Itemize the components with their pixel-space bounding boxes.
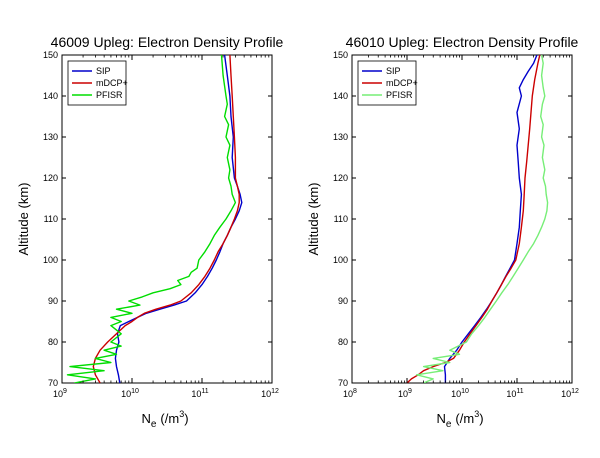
y-tick-label: 140 bbox=[43, 91, 58, 101]
legend-label: mDCP+ bbox=[96, 78, 128, 88]
y-tick-label: 120 bbox=[333, 173, 348, 183]
y-tick-label: 110 bbox=[334, 214, 348, 224]
x-tick-base: 10 bbox=[191, 389, 201, 399]
x-tick-base: 10 bbox=[451, 389, 461, 399]
legend-label: PFISR bbox=[96, 90, 123, 100]
plot-area bbox=[351, 54, 573, 384]
legend-label: SIP bbox=[386, 66, 401, 76]
legend-label: PFISR bbox=[386, 90, 413, 100]
x-tick-base: 10 bbox=[561, 389, 571, 399]
x-label-symbol: N bbox=[436, 411, 445, 426]
y-tick-label: 120 bbox=[43, 173, 58, 183]
legend: SIP mDCP+ PFISR bbox=[67, 60, 128, 106]
x-tick-base: 10 bbox=[261, 389, 271, 399]
x-tick-base: 10 bbox=[53, 389, 63, 399]
y-tick-label: 140 bbox=[333, 91, 348, 101]
series-line-mdcp- bbox=[92, 55, 240, 383]
chart-title: 46010 Upleg: Electron Density Profile bbox=[346, 34, 579, 50]
x-label-unit: (/m bbox=[160, 411, 179, 426]
x-tick-label: 1011 bbox=[506, 388, 523, 399]
x-label-unit: (/m bbox=[455, 411, 474, 426]
y-tick-label: 150 bbox=[333, 50, 348, 60]
y-tick-label: 80 bbox=[338, 337, 348, 347]
x-tick-label: 1011 bbox=[191, 388, 208, 399]
x-tick-exponent: 10 bbox=[131, 388, 139, 395]
y-tick-label: 150 bbox=[43, 50, 58, 60]
plot-area bbox=[61, 54, 273, 384]
y-tick-label: 90 bbox=[48, 296, 58, 306]
x-tick-base: 10 bbox=[121, 389, 131, 399]
y-tick-label: 90 bbox=[338, 296, 348, 306]
x-tick-exponent: 11 bbox=[201, 388, 208, 395]
x-axis-label: Ne (/m3) bbox=[436, 409, 483, 430]
x-tick-label: 1010 bbox=[121, 388, 139, 399]
series-line-sip bbox=[443, 55, 538, 383]
x-tick-base: 10 bbox=[398, 389, 408, 399]
x-tick-label: 1012 bbox=[261, 388, 279, 399]
y-axis-label: Altitude (km) bbox=[306, 183, 321, 256]
x-label-subscript: e bbox=[151, 419, 157, 430]
x-tick-exponent: 9 bbox=[63, 388, 67, 395]
x-label-subscript: e bbox=[446, 419, 452, 430]
y-tick-label: 130 bbox=[333, 132, 348, 142]
x-tick-exponent: 11 bbox=[516, 388, 523, 395]
x-tick-exponent: 12 bbox=[271, 388, 279, 395]
x-label-symbol: N bbox=[141, 411, 150, 426]
chart-panel-46009: 46009 Upleg: Electron Density Profile 70 8… bbox=[16, 34, 284, 430]
y-tick-label: 70 bbox=[338, 378, 348, 388]
y-tick-label: 70 bbox=[48, 378, 58, 388]
legend: SIP mDCP+ PFISR bbox=[357, 60, 418, 106]
y-tick-label: 100 bbox=[43, 255, 58, 265]
series-line-pfisr bbox=[416, 55, 549, 383]
x-tick-label: 1010 bbox=[451, 388, 469, 399]
x-tick-label: 109 bbox=[53, 388, 67, 399]
x-tick-label: 108 bbox=[343, 388, 357, 399]
x-label-unit-close: ) bbox=[479, 411, 483, 426]
series-line-pfisr bbox=[66, 55, 237, 383]
x-tick-label: 109 bbox=[398, 388, 412, 399]
legend-label: mDCP+ bbox=[386, 78, 418, 88]
x-tick-exponent: 12 bbox=[571, 388, 579, 395]
x-label-superscript: 3 bbox=[474, 409, 479, 419]
chart-panel-46010: 46010 Upleg: Electron Density Profile 70 8… bbox=[306, 34, 579, 430]
y-axis-label: Altitude (km) bbox=[16, 183, 31, 256]
x-axis-label: Ne (/m3) bbox=[141, 409, 188, 430]
x-tick-exponent: 8 bbox=[353, 388, 357, 395]
x-tick-exponent: 10 bbox=[461, 388, 469, 395]
y-tick-label: 100 bbox=[333, 255, 348, 265]
x-label-superscript: 3 bbox=[179, 409, 184, 419]
x-tick-label: 1012 bbox=[561, 388, 579, 399]
chart-title: 46009 Upleg: Electron Density Profile bbox=[51, 34, 284, 50]
x-label-unit-close: ) bbox=[184, 411, 188, 426]
y-tick-label: 80 bbox=[48, 337, 58, 347]
y-tick-label: 130 bbox=[43, 132, 58, 142]
x-tick-exponent: 9 bbox=[408, 388, 412, 395]
y-tick-label: 110 bbox=[44, 214, 58, 224]
legend-label: SIP bbox=[96, 66, 111, 76]
x-tick-base: 10 bbox=[506, 389, 516, 399]
x-tick-base: 10 bbox=[343, 389, 353, 399]
